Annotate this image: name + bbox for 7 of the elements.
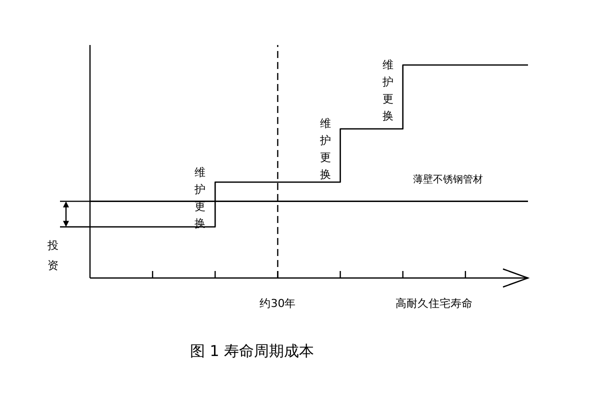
series-label: 薄壁不锈钢管材 [413,172,483,185]
x-tick-label: 高耐久住宅寿命 [396,296,473,310]
x-tick-label: 约30年 [260,296,296,310]
y-axis-title: 投资 [46,238,58,272]
annotation: 维护更换 [381,58,394,122]
text: 图 1 寿命周期成本 [190,342,314,360]
annotation: 维护更换 [318,116,331,181]
